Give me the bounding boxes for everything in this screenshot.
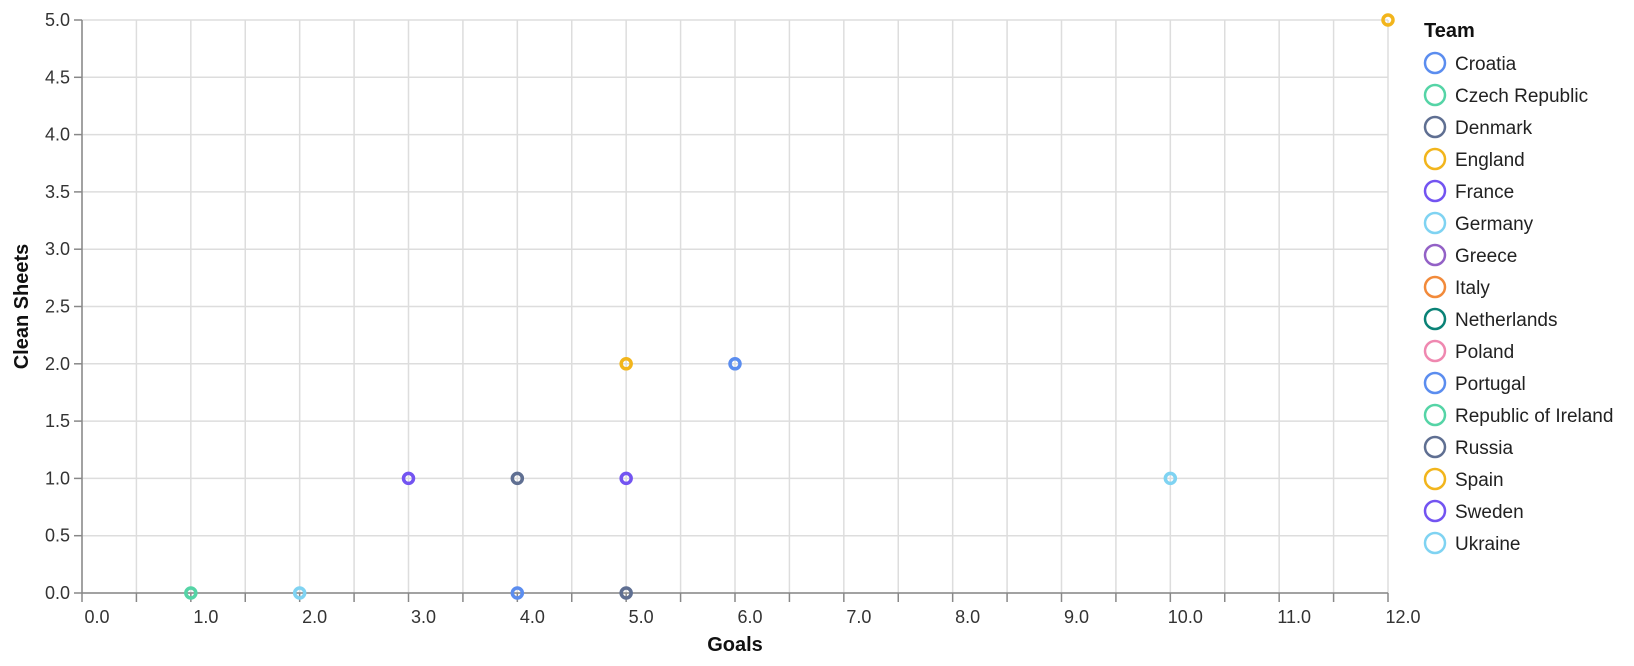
data-point <box>1381 13 1395 27</box>
legend-swatch <box>1423 499 1447 523</box>
legend-entry-label: Greece <box>1455 246 1517 267</box>
x-tick-label: 6.0 <box>737 607 762 627</box>
legend-swatch <box>1423 371 1447 395</box>
legend-entry-label: Portugal <box>1455 374 1526 395</box>
legend-swatch <box>1423 307 1447 331</box>
legend-entry-label: Spain <box>1455 470 1504 491</box>
legend-entry-label: Russia <box>1455 438 1514 459</box>
x-tick-label: 0.0 <box>84 607 109 627</box>
data-point <box>1163 471 1178 486</box>
y-tick-label: 5.0 <box>45 10 70 30</box>
legend-swatch <box>1423 147 1447 171</box>
data-point <box>510 471 525 486</box>
y-tick-label: 2.5 <box>45 297 70 317</box>
x-tick-label: 11.0 <box>1277 607 1311 627</box>
x-tick-label: 7.0 <box>846 607 871 627</box>
legend-swatch <box>1423 83 1447 107</box>
legend-entry-label: Netherlands <box>1455 310 1557 331</box>
legend-entry-label: Italy <box>1455 278 1490 299</box>
legend-entry-label: Ukraine <box>1455 534 1520 555</box>
legend-entry-label: England <box>1455 150 1525 171</box>
x-tick-label: 12.0 <box>1385 607 1420 627</box>
data-point <box>292 586 307 600</box>
legend-entry-label: Czech Republic <box>1455 86 1588 107</box>
data-point <box>728 357 742 371</box>
axes: 0.0 1.0 2.0 3.0 4.0 5.0 6.0 7.0 8.0 9.0 10.0 11.0 12… <box>45 10 1421 627</box>
legend-entry-label: Germany <box>1455 214 1534 235</box>
data-point <box>510 586 525 600</box>
legend-entry-label: Republic of Ireland <box>1455 406 1613 427</box>
x-tick-label: 9.0 <box>1064 607 1089 627</box>
y-tick-label: 0.5 <box>45 526 70 546</box>
y-tick-label: 1.0 <box>45 468 70 488</box>
data-point <box>619 586 633 600</box>
x-tick-label: 10.0 <box>1168 607 1203 627</box>
x-tick-label: 1.0 <box>193 607 218 627</box>
y-tick-label: 3.0 <box>45 239 70 259</box>
x-tick-label: 4.0 <box>520 607 545 627</box>
data-point <box>184 586 198 600</box>
legend-swatch <box>1423 467 1447 491</box>
legend-swatch <box>1423 179 1447 203</box>
legend-entry-label: Denmark <box>1455 118 1533 139</box>
y-tick-label: 1.5 <box>45 411 70 431</box>
y-tick-label: 4.5 <box>45 67 70 87</box>
x-tick-label: 3.0 <box>411 607 436 627</box>
x-tick-label: 5.0 <box>629 607 654 627</box>
legend-title: Team <box>1424 20 1475 42</box>
legend-entry-label: Croatia <box>1455 54 1517 75</box>
legend-entry-label: France <box>1455 182 1514 203</box>
legend-swatch <box>1423 51 1447 75</box>
x-tick-label: 8.0 <box>955 607 980 627</box>
grid-lines <box>81 19 1389 594</box>
x-axis-title: Goals <box>707 634 763 656</box>
y-tick-label: 0.0 <box>45 583 70 603</box>
legend-swatch <box>1423 211 1447 235</box>
data-point <box>401 471 416 486</box>
legend-swatch <box>1423 339 1447 363</box>
legend-swatch <box>1423 403 1447 427</box>
x-tick-label: 2.0 <box>302 607 327 627</box>
y-axis-title: Clean Sheets <box>11 244 33 370</box>
legend-swatch <box>1423 531 1447 555</box>
data-point <box>619 357 633 371</box>
data-point <box>619 471 633 486</box>
legend-swatch <box>1423 243 1447 267</box>
y-tick-label: 4.0 <box>45 125 70 145</box>
legend-swatch <box>1423 435 1447 459</box>
legend-swatch <box>1423 115 1447 139</box>
y-tick-label: 2.0 <box>45 354 70 374</box>
legend: Team Croatia Czech Republic Denmark England… <box>1423 20 1613 555</box>
y-tick-label: 3.5 <box>45 182 70 202</box>
legend-swatch <box>1423 275 1447 299</box>
legend-entry-label: Poland <box>1455 342 1514 363</box>
legend-entry-label: Sweden <box>1455 502 1524 523</box>
data-points <box>184 13 1395 600</box>
